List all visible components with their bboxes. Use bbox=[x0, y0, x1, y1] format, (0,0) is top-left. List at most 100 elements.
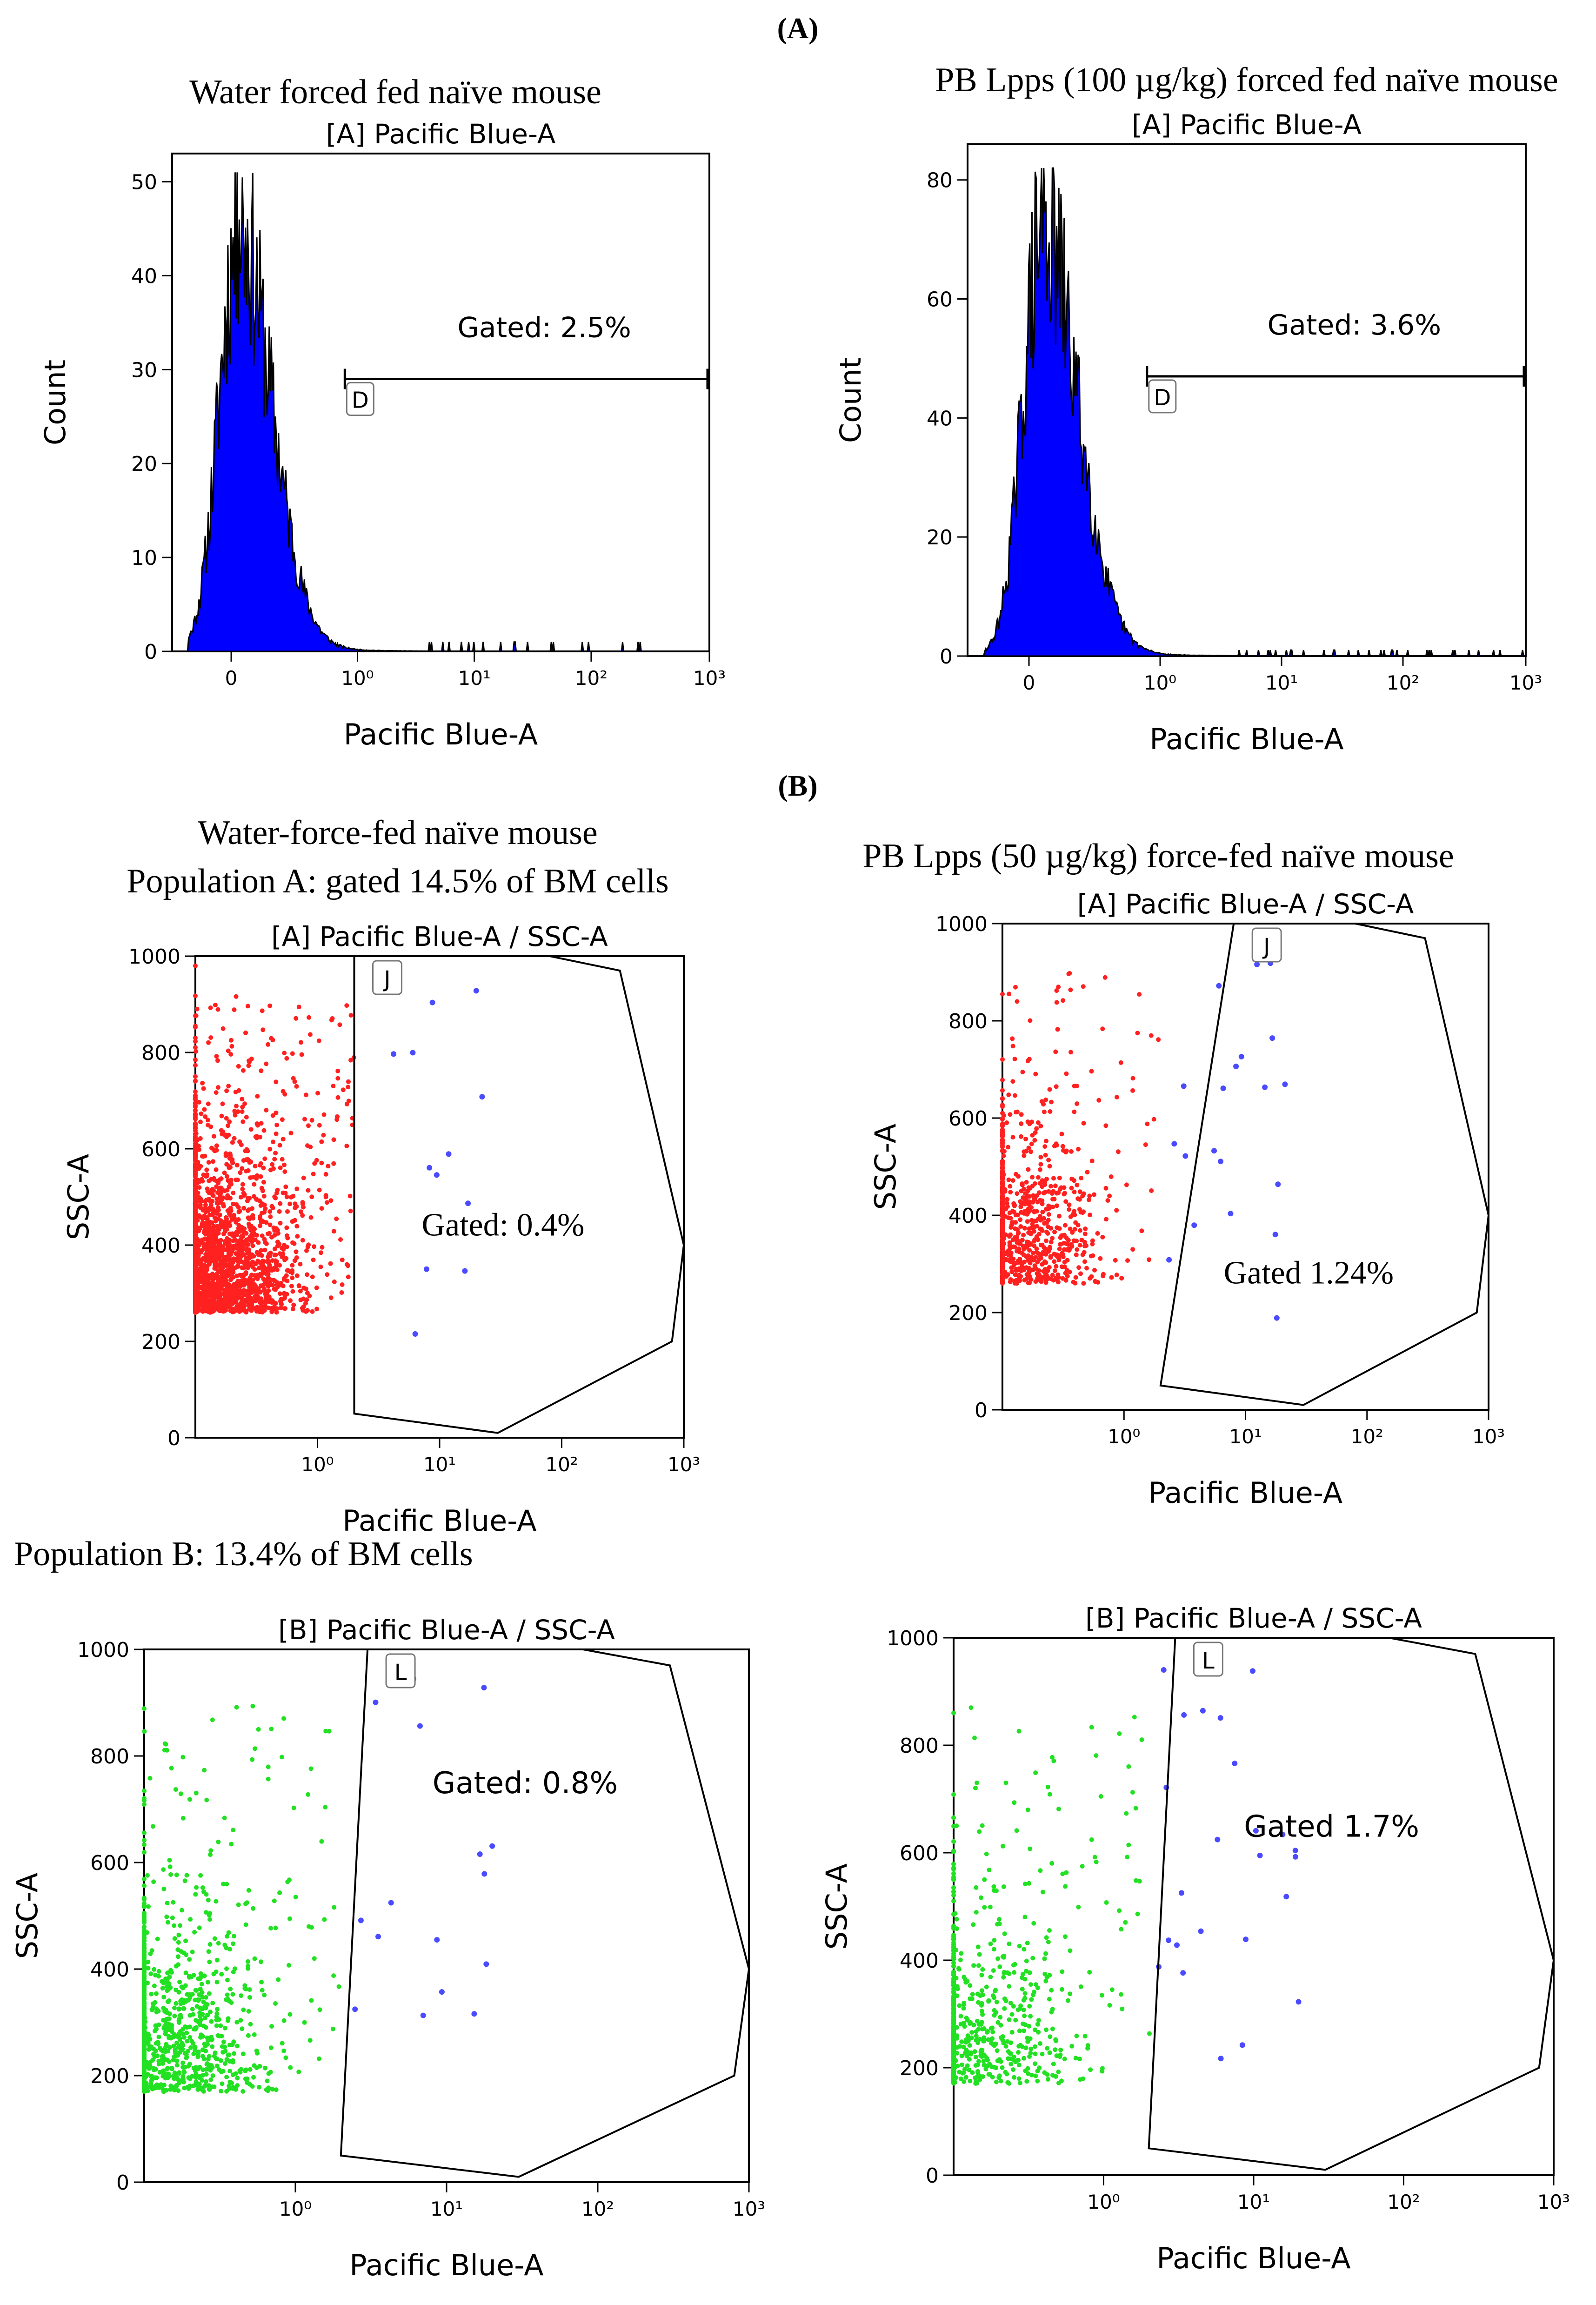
scatter-point bbox=[167, 1858, 172, 1863]
scatter-point bbox=[346, 1099, 351, 1104]
scatter-point bbox=[1054, 988, 1059, 993]
scatter-point bbox=[267, 1003, 273, 1008]
scatter-point bbox=[1100, 1234, 1105, 1240]
scatter-point bbox=[1075, 1182, 1080, 1187]
scatter-point bbox=[199, 1982, 204, 1987]
scatter-point bbox=[1028, 2046, 1034, 2051]
scatter-point bbox=[1049, 1861, 1055, 1866]
scatter-point bbox=[223, 1997, 228, 2002]
scatter-point bbox=[232, 1966, 237, 1971]
scatter-point bbox=[240, 1300, 246, 1304]
scatter-point bbox=[203, 1114, 208, 1119]
scatter-point bbox=[267, 1253, 273, 1259]
gated-point bbox=[446, 1151, 452, 1157]
gated-point bbox=[439, 1989, 445, 1995]
x-tick-label: 0 bbox=[225, 667, 238, 690]
y-tick-label: 0 bbox=[940, 645, 953, 669]
scatter-population-dots bbox=[1000, 960, 1288, 1321]
scatter-point bbox=[1084, 1243, 1089, 1248]
scatter-point bbox=[988, 1904, 993, 1910]
scatter-point bbox=[206, 1897, 211, 1903]
scatter-point bbox=[234, 1283, 239, 1288]
scatter-point bbox=[287, 1916, 292, 1921]
scatter-point bbox=[1000, 1245, 1005, 1250]
scatter-point bbox=[348, 1058, 353, 1063]
scatter-point bbox=[319, 1139, 324, 1144]
scatter-point bbox=[224, 1966, 229, 1971]
scatter-point bbox=[146, 1904, 151, 1909]
scatter-point bbox=[1068, 1214, 1073, 1219]
scatter-point bbox=[194, 1790, 199, 1796]
scatter-point bbox=[178, 2001, 183, 2006]
scatter-point bbox=[1000, 1210, 1005, 1215]
scatter-point bbox=[202, 1153, 207, 1159]
scatter-point bbox=[1033, 1130, 1038, 1135]
scatter-point bbox=[142, 1996, 147, 2001]
scatter-point bbox=[1082, 1231, 1088, 1236]
scatter-point bbox=[312, 1244, 317, 1249]
scatter-point bbox=[1089, 1069, 1094, 1074]
scatter-point bbox=[261, 1179, 266, 1185]
scatter-point bbox=[193, 1200, 198, 1206]
scatter-point bbox=[1089, 1274, 1094, 1279]
gated-point bbox=[388, 1900, 394, 1906]
scatter-point bbox=[300, 1238, 305, 1243]
scatter-point bbox=[240, 1246, 245, 1251]
scatter-point bbox=[234, 1273, 240, 1279]
scatter-point bbox=[193, 1892, 198, 1897]
scatter-point bbox=[193, 2068, 198, 2073]
scatter-point bbox=[1114, 1273, 1119, 1278]
scatter-point bbox=[1031, 1250, 1035, 1255]
scatter-point bbox=[247, 1276, 252, 1281]
scatter-point bbox=[168, 1872, 173, 1877]
scatter-point bbox=[246, 1251, 251, 1256]
scatter-point bbox=[215, 1007, 220, 1012]
scatter-point bbox=[1045, 1231, 1050, 1236]
scatter-point bbox=[1006, 1177, 1011, 1182]
scatter-point bbox=[193, 1132, 198, 1137]
scatter-point bbox=[147, 2037, 153, 2042]
panel-b-label: (B) bbox=[778, 769, 817, 802]
scatter-point bbox=[1100, 1026, 1105, 1032]
scatter-point bbox=[203, 2049, 208, 2054]
scatter-point bbox=[155, 2083, 160, 2088]
scatter-point bbox=[1008, 1225, 1014, 1230]
gated-point bbox=[1182, 1153, 1189, 1159]
scatter-point bbox=[214, 1201, 220, 1206]
scatter-point bbox=[1026, 1253, 1031, 1258]
scatter-point bbox=[1000, 1078, 1005, 1083]
scatter-point bbox=[259, 1980, 264, 1985]
scatter-point bbox=[260, 1027, 266, 1032]
x-tick-label: 10² bbox=[1387, 671, 1419, 694]
scatter-point bbox=[1043, 1097, 1048, 1102]
scatter-point bbox=[199, 2087, 204, 2092]
scatter-point bbox=[1107, 1193, 1112, 1199]
scatter-point bbox=[236, 1217, 241, 1222]
scatter-point bbox=[268, 1926, 274, 1931]
gated-point bbox=[1262, 1084, 1268, 1090]
scatter-point bbox=[1032, 1243, 1037, 1248]
scatter-point bbox=[274, 2087, 279, 2092]
scatter-point bbox=[1022, 1947, 1027, 1952]
scatter-point bbox=[193, 1289, 198, 1294]
scatter-point bbox=[1022, 1226, 1027, 1231]
scatter-point bbox=[171, 2034, 176, 2039]
scatter-point bbox=[278, 1299, 283, 1304]
scatter-point bbox=[282, 1257, 287, 1262]
scatter-point bbox=[253, 1238, 258, 1242]
scatter-point bbox=[193, 1205, 198, 1210]
gate-polygon bbox=[1159, 923, 1490, 1406]
scatter-point bbox=[303, 1301, 308, 1306]
scatter-point bbox=[1001, 1843, 1006, 1849]
scatter-point bbox=[233, 2087, 238, 2092]
scatter-point bbox=[237, 1251, 242, 1256]
scatter-point bbox=[252, 2032, 257, 2037]
scatter-point bbox=[208, 1287, 214, 1292]
scatter-point bbox=[247, 1987, 252, 1992]
scatter-point bbox=[296, 1005, 301, 1010]
scatter-point bbox=[1130, 1076, 1135, 1081]
scatter-point bbox=[203, 1202, 208, 1207]
x-tick-label: 0 bbox=[1023, 671, 1035, 694]
scatter-point bbox=[214, 2056, 219, 2061]
scatter-point bbox=[1011, 1237, 1015, 1242]
